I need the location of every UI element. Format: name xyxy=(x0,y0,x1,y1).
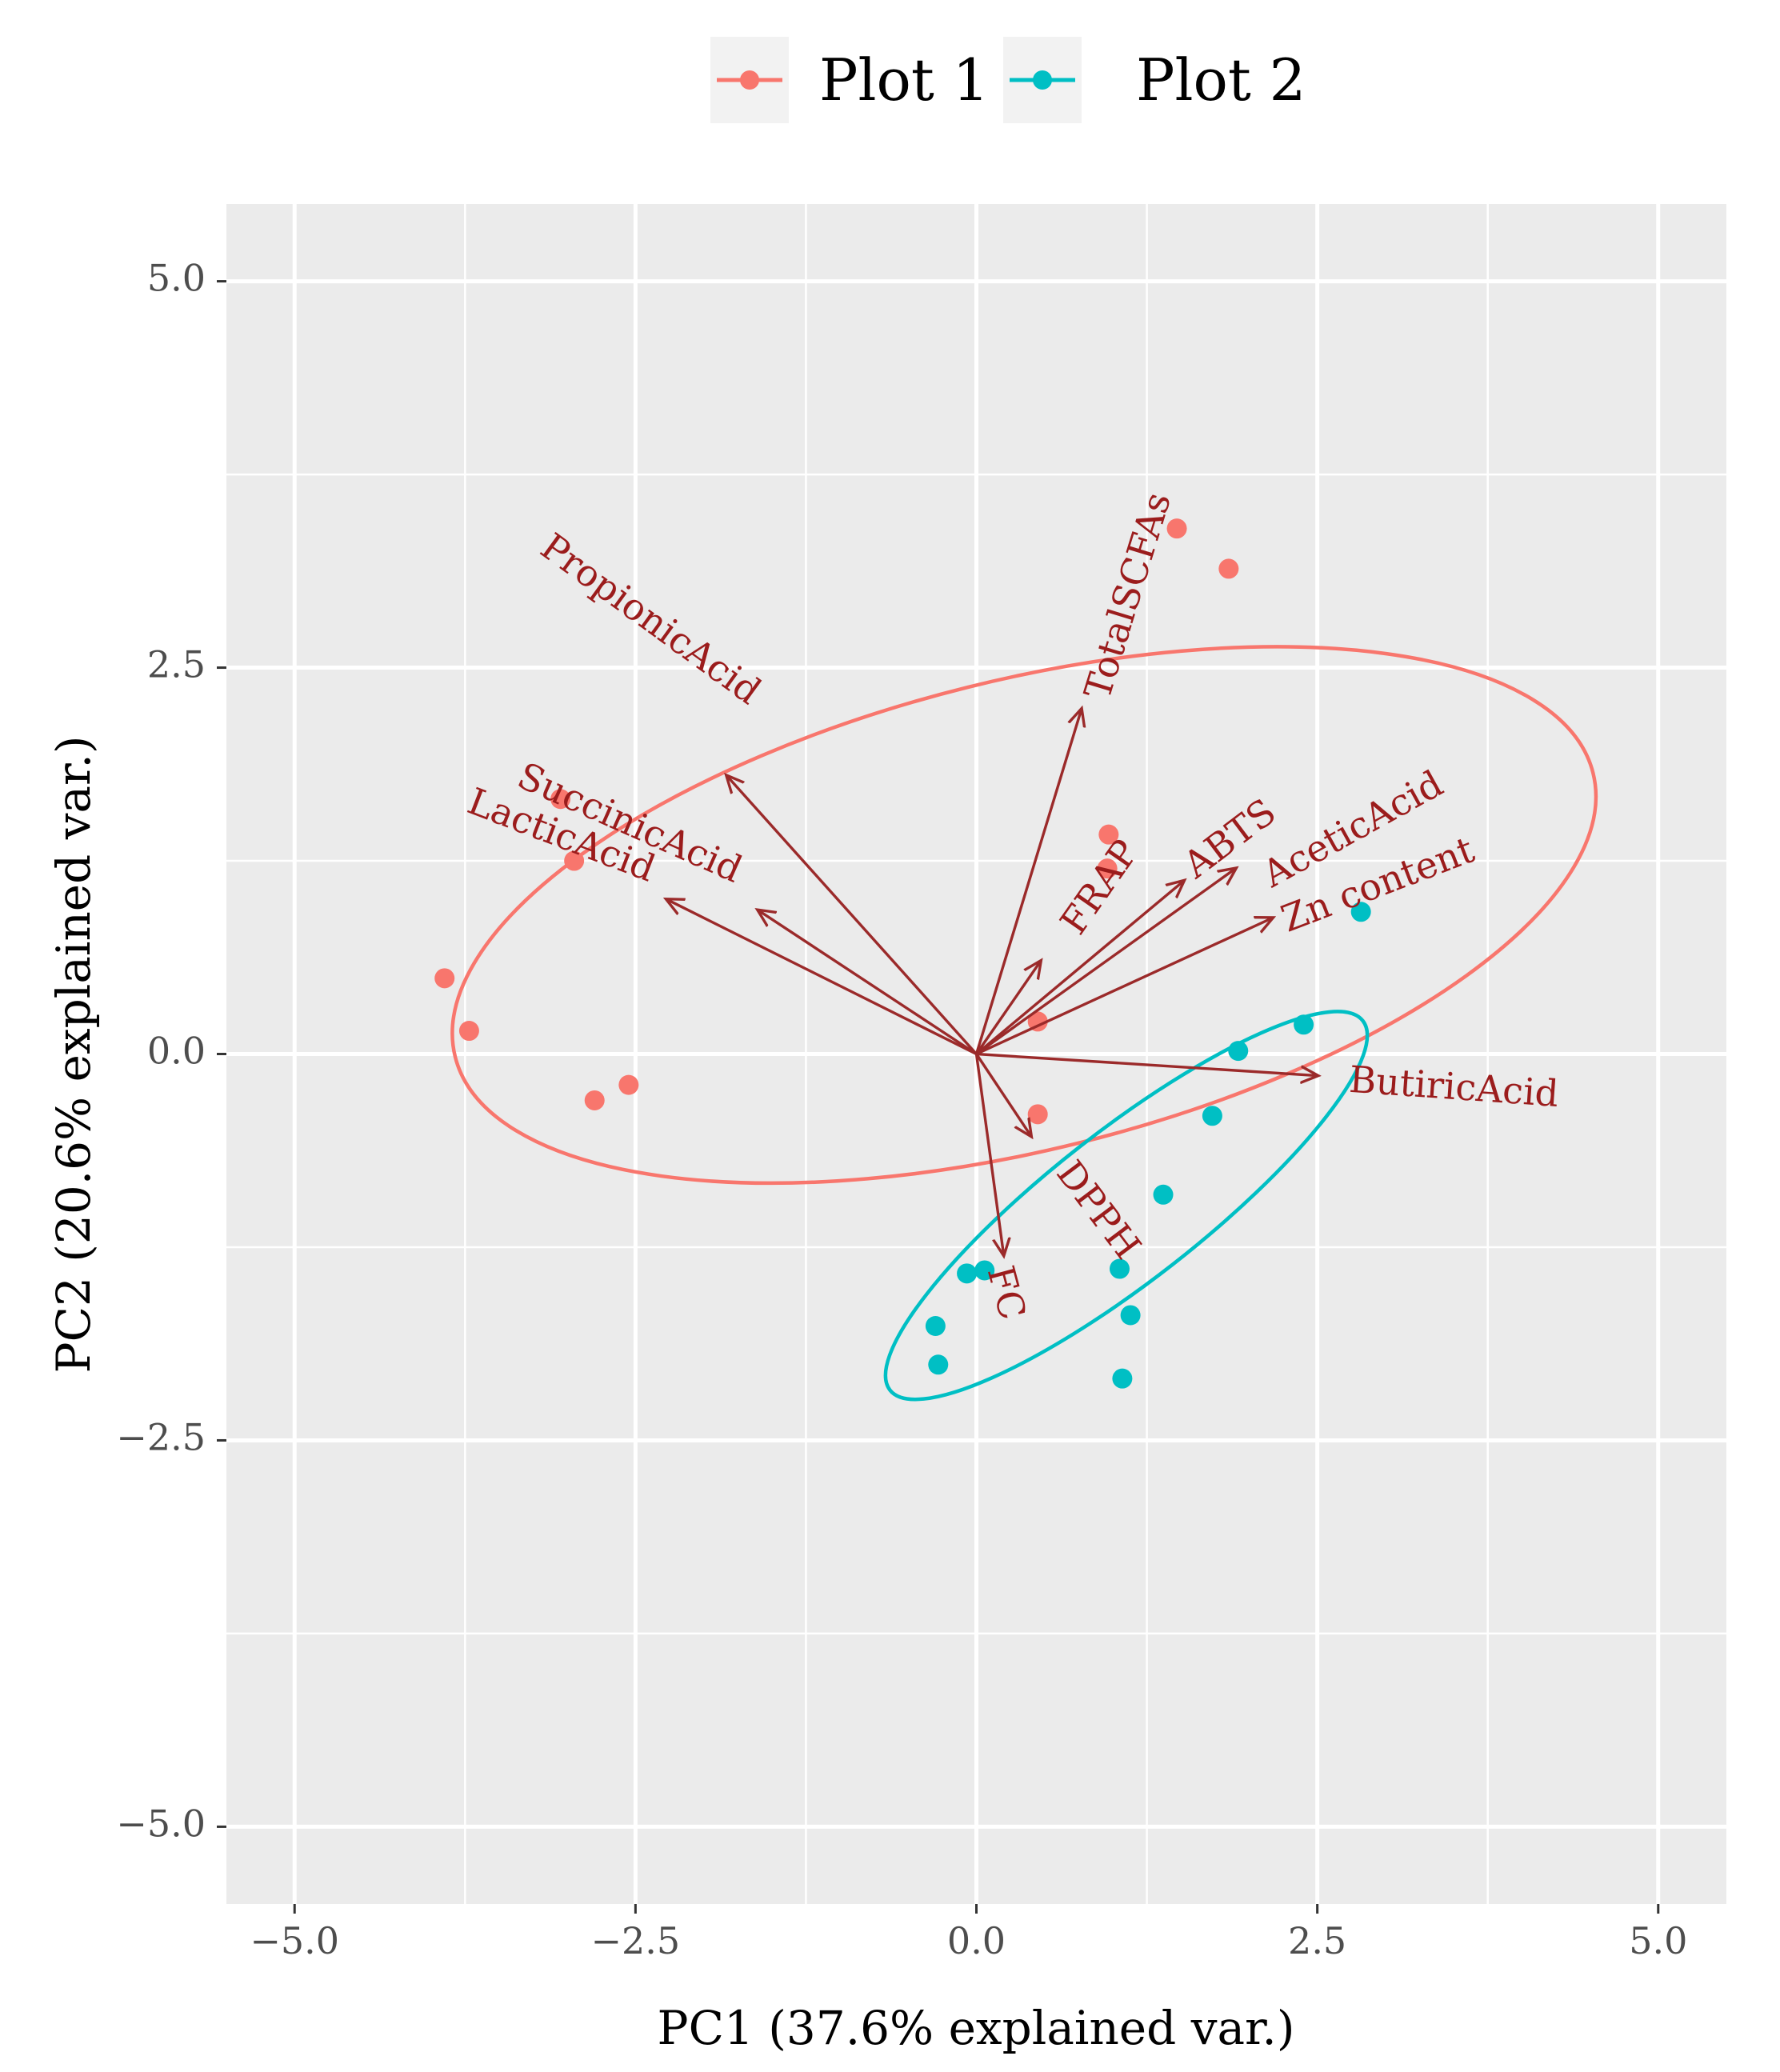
point-plot-2 xyxy=(957,1263,978,1284)
x-tick-label: 2.5 xyxy=(1288,1919,1346,1962)
point-plot-1 xyxy=(618,1074,639,1095)
legend-dot-plot-2 xyxy=(1033,70,1052,90)
x-tick-label: −5.0 xyxy=(250,1919,339,1962)
arrow-totalscfas xyxy=(974,710,1082,1054)
loading-arrows xyxy=(667,710,1318,1255)
y-tick-label: −2.5 xyxy=(116,1415,206,1458)
point-plot-2 xyxy=(1109,1258,1130,1279)
arrow-frap xyxy=(975,962,1041,1055)
point-plot-2 xyxy=(1112,1368,1133,1389)
score-points xyxy=(434,518,1371,1389)
y-axis-title: PC2 (20.6% explained var.) xyxy=(46,736,101,1374)
y-tick-label: −5.0 xyxy=(116,1802,206,1845)
point-plot-1 xyxy=(1027,1104,1048,1125)
point-plot-2 xyxy=(1228,1041,1249,1062)
point-plot-1 xyxy=(584,1090,605,1110)
confidence-ellipses xyxy=(450,645,1598,1402)
y-tick-label: 2.5 xyxy=(147,643,206,686)
point-plot-1 xyxy=(1166,518,1187,539)
ellipse-plot-2 xyxy=(883,1010,1370,1402)
y-tick-label: 0.0 xyxy=(147,1030,206,1073)
arrow-aceticacid xyxy=(975,869,1236,1055)
x-axis-title: PC1 (37.6% explained var.) xyxy=(658,2001,1295,2055)
x-tick-label: −2.5 xyxy=(591,1919,681,1962)
point-plot-2 xyxy=(1350,902,1371,922)
y-tick-label: 5.0 xyxy=(147,257,206,300)
point-plot-1 xyxy=(458,1021,479,1042)
legend: Plot 1 Plot 2 xyxy=(710,37,1306,123)
point-plot-2 xyxy=(1120,1305,1141,1326)
arrow-fc xyxy=(974,1054,1004,1255)
y-axis: −5.0 −2.5 0.0 2.5 5.0 xyxy=(116,257,226,1845)
point-plot-1 xyxy=(564,850,585,871)
point-plot-1 xyxy=(1097,858,1118,879)
point-plot-2 xyxy=(1202,1106,1222,1126)
point-plot-2 xyxy=(1294,1014,1314,1035)
point-plot-1 xyxy=(434,968,455,989)
x-tick-label: 0.0 xyxy=(947,1919,1006,1962)
legend-label-plot-1: Plot 1 xyxy=(819,46,989,114)
ellipse-plot-1 xyxy=(450,645,1598,1186)
point-plot-1 xyxy=(1098,824,1119,845)
arrow-abts xyxy=(975,881,1184,1055)
arrow-zn-content xyxy=(975,918,1273,1056)
x-tick-label: 5.0 xyxy=(1629,1919,1687,1962)
x-axis: −5.0 −2.5 0.0 2.5 5.0 xyxy=(250,1904,1687,1962)
arrow-dpph xyxy=(975,1053,1031,1136)
arrow-succinicacid xyxy=(758,910,978,1055)
point-plot-1 xyxy=(1027,1011,1048,1032)
legend-dot-plot-1 xyxy=(740,70,759,90)
legend-label-plot-2: Plot 2 xyxy=(1136,46,1306,114)
arrow-butiricacid xyxy=(976,1052,1318,1076)
arrow-propionicacid xyxy=(727,776,978,1055)
point-plot-1 xyxy=(550,789,571,810)
point-plot-2 xyxy=(1153,1184,1174,1205)
point-plot-2 xyxy=(925,1316,946,1336)
point-plot-2 xyxy=(974,1260,995,1281)
point-plot-1 xyxy=(1218,558,1239,579)
arrow-lacticacid xyxy=(667,899,978,1056)
point-plot-2 xyxy=(928,1354,949,1375)
